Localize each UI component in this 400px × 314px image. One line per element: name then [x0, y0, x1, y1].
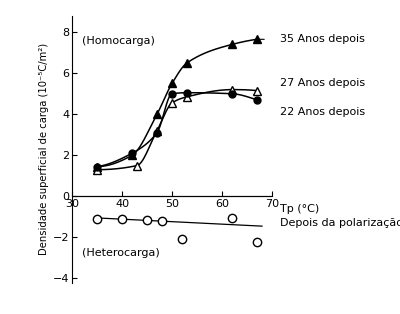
- Text: (Heterocarga): (Heterocarga): [82, 248, 160, 258]
- Y-axis label: Densidade superficial de carga (10⁻⁵C/m²): Densidade superficial de carga (10⁻⁵C/m²…: [38, 43, 48, 255]
- Text: 35 Anos depois: 35 Anos depois: [280, 34, 365, 44]
- Text: Depois da polarização: Depois da polarização: [280, 218, 400, 228]
- Text: 27 Anos depois: 27 Anos depois: [280, 78, 365, 89]
- Text: (Homocarga): (Homocarga): [82, 36, 155, 46]
- Text: Tp (°C): Tp (°C): [280, 203, 319, 214]
- Text: 22 Anos depois: 22 Anos depois: [280, 107, 365, 117]
